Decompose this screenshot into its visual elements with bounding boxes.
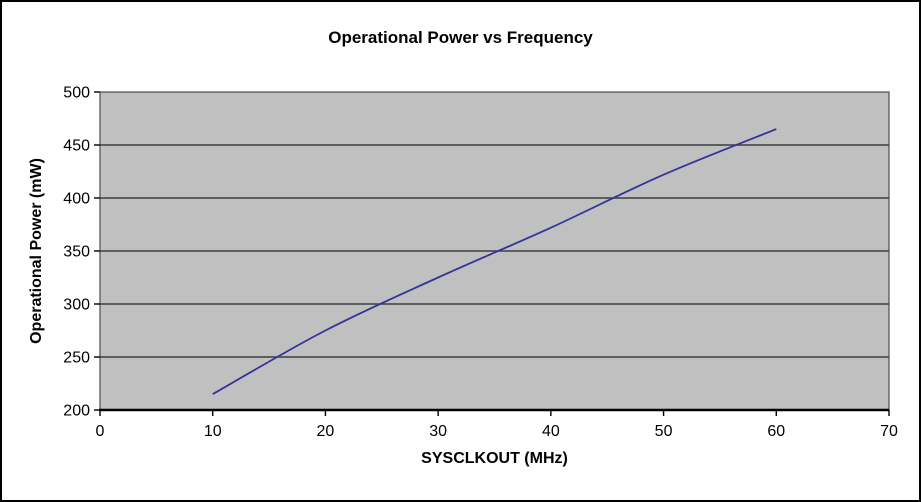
y-tick-label: 400: [63, 191, 90, 208]
y-tick-label: 350: [63, 244, 90, 261]
x-tick-label: 70: [880, 423, 898, 440]
x-tick-label: 0: [96, 423, 105, 440]
x-tick-label: 40: [542, 423, 560, 440]
power-vs-frequency-line: [212, 128, 777, 395]
x-tick-label: 30: [429, 423, 447, 440]
x-tick-label: 20: [317, 423, 335, 440]
chart-title: Operational Power vs Frequency: [328, 28, 593, 47]
y-tick-label: 250: [63, 350, 90, 367]
x-axis-title: SYSCLKOUT (MHz): [421, 450, 568, 467]
y-tick-label: 300: [63, 297, 90, 314]
y-tick-label: 500: [63, 85, 90, 102]
x-tick-label: 50: [655, 423, 673, 440]
x-tick-label: 60: [767, 423, 785, 440]
y-tick-label: 200: [63, 403, 90, 420]
y-tick-label: 450: [63, 138, 90, 155]
x-tick-label: 10: [204, 423, 222, 440]
